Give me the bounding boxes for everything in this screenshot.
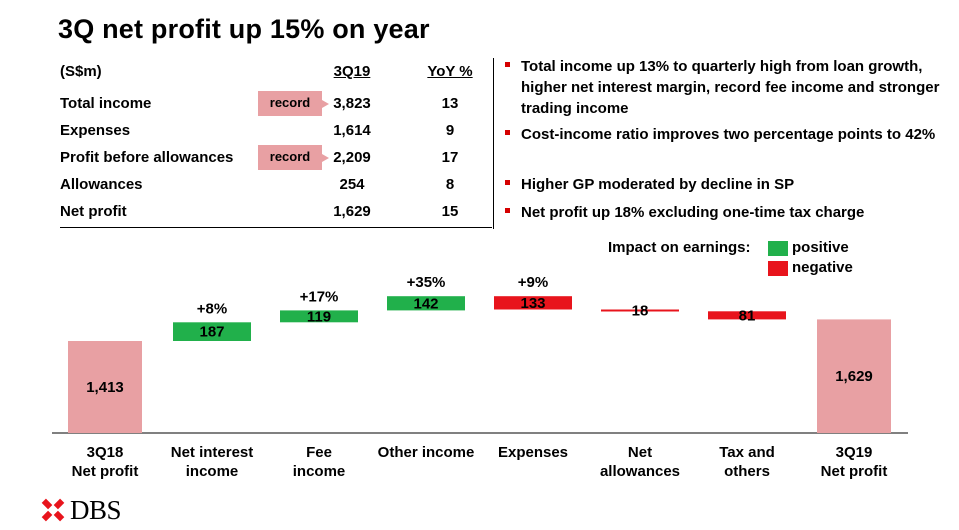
category-label: Other income (377, 444, 475, 461)
table-header-yoy: YoY % (427, 63, 473, 80)
row-yoy: 17 (441, 149, 459, 166)
bar-pct-label: +35% (407, 274, 446, 291)
row-yoy: 8 (445, 176, 455, 193)
row-yoy: 15 (441, 203, 459, 220)
row-value: 1,629 (333, 203, 371, 220)
category-label: Net allowances (599, 444, 681, 480)
waterfall-bar (387, 296, 465, 311)
bar-value-label: 142 (413, 295, 438, 312)
divider (493, 58, 494, 229)
table-header: (S$m) 3Q19 YoY % (60, 60, 488, 82)
bar-pct-label: +8% (197, 300, 227, 317)
bar-value-label: 119 (307, 308, 331, 325)
legend-negative-label: negative (792, 259, 853, 276)
table-row: Allowances 254 8 (60, 173, 488, 195)
bullet-item: Total income up 13% to quarterly high fr… (505, 56, 955, 119)
category-label: Tax and others (719, 444, 775, 480)
bullet-item: Net profit up 18% excluding one-time tax… (505, 202, 955, 223)
bar-value-label: 1,629 (835, 368, 873, 385)
bar-value-label: 1,413 (86, 379, 124, 396)
row-value: 1,614 (333, 122, 371, 139)
row-label: Allowances (60, 176, 143, 193)
row-label: Profit before allowances (60, 149, 234, 166)
row-label: Net profit (60, 203, 127, 220)
row-label: Expenses (60, 122, 131, 139)
table-header-unit: (S$m) (60, 63, 102, 80)
legend-negative-swatch (768, 261, 788, 276)
category-label: Net interest income (170, 444, 254, 480)
row-value: 254 (339, 176, 365, 193)
legend-positive-swatch (768, 241, 788, 256)
table-bottom-rule (60, 227, 492, 228)
row-label: Total income (60, 95, 152, 112)
table-header-period: 3Q19 (333, 63, 371, 80)
waterfall-bar (817, 319, 891, 433)
waterfall-bar (280, 310, 358, 323)
bar-pct-label: +9% (518, 274, 548, 291)
category-label: 3Q18 Net profit (71, 444, 139, 480)
bar-pct-label: +17% (300, 288, 339, 305)
waterfall-bar (494, 296, 572, 310)
bar-value-label: 18 (632, 303, 649, 320)
bar-value-label: 81 (739, 307, 756, 324)
record-badge: record (258, 91, 329, 116)
legend-positive-label: positive (792, 239, 849, 256)
page-title: 3Q net profit up 15% on year (58, 14, 430, 44)
record-badge: record (258, 145, 329, 170)
bar-value-label: 187 (199, 324, 224, 341)
row-value: 3,823 (333, 95, 371, 112)
dbs-logo-icon (41, 498, 65, 522)
category-label: Expenses (497, 444, 569, 461)
row-yoy: 13 (441, 95, 459, 112)
waterfall-bar (68, 341, 142, 433)
bullet-item: Higher GP moderated by decline in SP (505, 174, 955, 195)
table-row: Profit before allowances record 2,209 17 (60, 145, 488, 170)
waterfall-bar (173, 322, 251, 341)
legend-title: Impact on earnings: (608, 239, 751, 256)
category-label: Fee income (292, 444, 346, 480)
row-value: 2,209 (333, 149, 371, 166)
table-row: Expenses 1,614 9 (60, 119, 488, 141)
category-label: 3Q19 Net profit (820, 444, 888, 480)
row-yoy: 9 (445, 122, 455, 139)
table-row: Net profit 1,629 15 (60, 200, 488, 222)
waterfall-bar (601, 309, 679, 312)
waterfall-bar (708, 311, 786, 320)
bullet-item: Cost-income ratio improves two percentag… (505, 124, 955, 145)
table-row: Total income record 3,823 13 (60, 91, 488, 116)
bar-value-label: 133 (520, 295, 545, 312)
logo-wordmark: DBS (70, 495, 122, 525)
